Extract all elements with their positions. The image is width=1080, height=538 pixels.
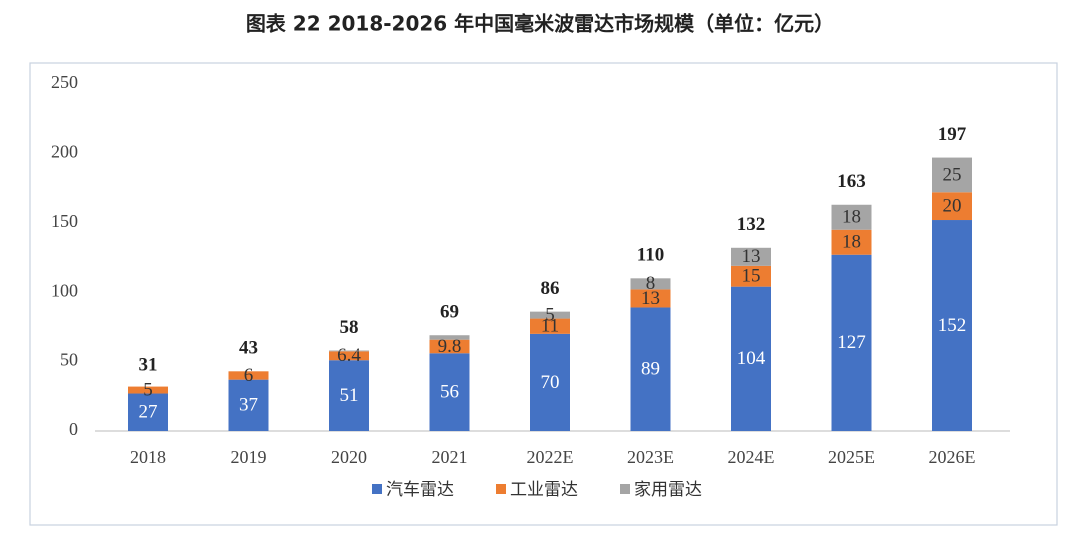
x-tick-label: 2018: [130, 447, 166, 467]
total-label: 86: [541, 278, 560, 299]
data-label: 6.4: [337, 345, 361, 366]
total-label: 110: [637, 245, 664, 266]
bar-segment: [228, 371, 269, 380]
data-label: 27: [139, 402, 158, 423]
bar-segment: [329, 350, 369, 352]
data-label: 152: [938, 315, 967, 336]
data-label: 51: [340, 385, 359, 406]
bar-segment: [329, 351, 369, 361]
bar-segment: [630, 307, 671, 431]
total-label: 31: [139, 354, 158, 375]
data-label: 5: [143, 379, 153, 400]
x-tick-label: 2026E: [929, 447, 976, 467]
x-tick-label: 2020: [331, 447, 367, 467]
x-tick-label: 2021: [432, 447, 468, 467]
x-tick-label: 2022E: [527, 447, 574, 467]
data-label: 13: [742, 246, 761, 267]
total-label: 69: [440, 302, 459, 323]
data-label: 18: [842, 207, 861, 228]
bar-segment: [530, 311, 570, 319]
bar-segment: [932, 220, 972, 431]
data-label: 13: [641, 288, 660, 309]
x-tick-label: 2024E: [728, 447, 775, 467]
bar-segment: [530, 318, 570, 334]
bar-segment: [429, 353, 470, 431]
bar-segment: [630, 278, 671, 290]
x-tick-label: 2025E: [828, 447, 875, 467]
bar-segment: [831, 204, 872, 230]
data-label: 37: [239, 395, 258, 416]
data-label: 70: [541, 372, 560, 393]
bar-segment: [932, 192, 972, 221]
total-label: 132: [737, 214, 766, 235]
total-label: 163: [837, 171, 866, 192]
y-tick-label: 150: [51, 211, 78, 231]
y-tick-label: 50: [60, 350, 78, 370]
x-tick-label: 2023E: [627, 447, 674, 467]
data-label: 127: [837, 332, 866, 353]
bar-segment: [731, 265, 771, 287]
total-label: 43: [239, 338, 258, 359]
legend-label: 汽车雷达: [386, 480, 454, 500]
data-label: 8: [646, 273, 656, 294]
bar-segment: [429, 339, 470, 354]
bar-segment: [731, 247, 771, 266]
bar-segment: [932, 157, 972, 193]
data-label: 18: [842, 232, 861, 253]
legend-label: 工业雷达: [510, 480, 578, 500]
data-label: 89: [641, 359, 660, 380]
legend-label: 家用雷达: [634, 480, 702, 500]
data-label: 20: [943, 196, 962, 217]
legend-swatch: [372, 484, 382, 494]
bar-segment: [329, 360, 369, 431]
bar-segment: [831, 254, 872, 431]
bar-segment: [128, 393, 168, 431]
data-label: 25: [943, 164, 962, 185]
y-tick-label: 250: [51, 72, 78, 92]
bar-segment: [630, 289, 671, 308]
data-label: 11: [541, 316, 559, 337]
legend-swatch: [496, 484, 506, 494]
bar-segment: [731, 286, 771, 431]
data-label: 9.8: [438, 336, 462, 357]
legend-swatch: [620, 484, 630, 494]
data-label: 6: [244, 365, 254, 386]
data-label: 5: [545, 304, 555, 325]
data-label: 56: [440, 381, 459, 402]
y-tick-label: 0: [69, 419, 78, 439]
data-label: 104: [737, 348, 766, 369]
y-tick-label: 100: [51, 280, 78, 300]
bar-segment: [128, 386, 168, 394]
bar-segment: [831, 229, 872, 255]
bar-segment: [530, 333, 570, 431]
bar-segment: [228, 379, 269, 431]
total-label: 58: [340, 317, 359, 338]
data-label: 15: [742, 266, 761, 287]
chart-title: 图表 22 2018-2026 年中国毫米波雷达市场规模（单位：亿元）: [246, 12, 834, 36]
plot-frame: [29, 62, 1058, 526]
total-label: 197: [938, 124, 967, 145]
bar-segment: [429, 335, 470, 340]
y-tick-label: 200: [51, 142, 78, 162]
x-tick-label: 2019: [231, 447, 267, 467]
